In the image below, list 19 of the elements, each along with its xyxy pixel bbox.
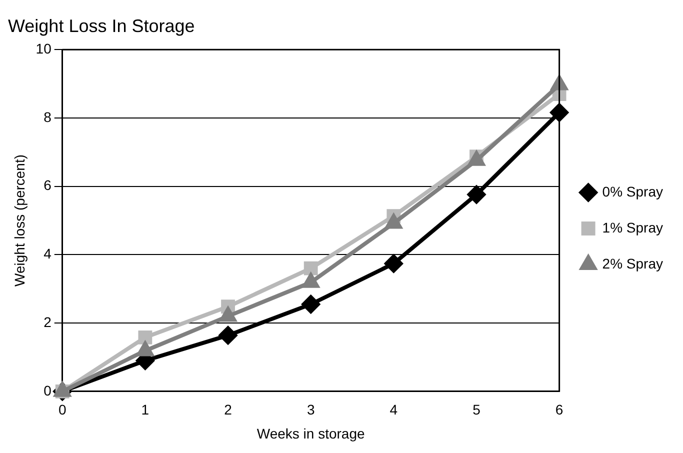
y-tick-label: 6: [44, 177, 52, 194]
y-tick-label: 0: [44, 382, 52, 398]
x-tick-label: 6: [555, 402, 564, 418]
y-tick-label: 2: [44, 314, 52, 330]
x-tick-label: 1: [141, 402, 150, 418]
x-tick-label: 0: [58, 402, 66, 418]
x-tick-label: 2: [224, 402, 232, 418]
y-tick-label: 4: [44, 246, 52, 262]
chart-title: Weight Loss In Storage: [8, 16, 195, 36]
legend-label: 1% Spray: [602, 219, 664, 236]
y-tick-label: 8: [44, 108, 52, 125]
y-tick-label: 10: [36, 40, 52, 56]
legend-label: 0% Spray: [602, 183, 664, 200]
x-tick-label: 3: [306, 402, 315, 418]
y-axis-title: Weight loss (percent): [11, 154, 28, 287]
x-axis-title: Weeks in storage: [256, 425, 366, 442]
x-tick-label: 5: [472, 402, 481, 418]
legend-label: 2% Spray: [602, 255, 664, 272]
x-tick-label: 4: [390, 402, 398, 418]
